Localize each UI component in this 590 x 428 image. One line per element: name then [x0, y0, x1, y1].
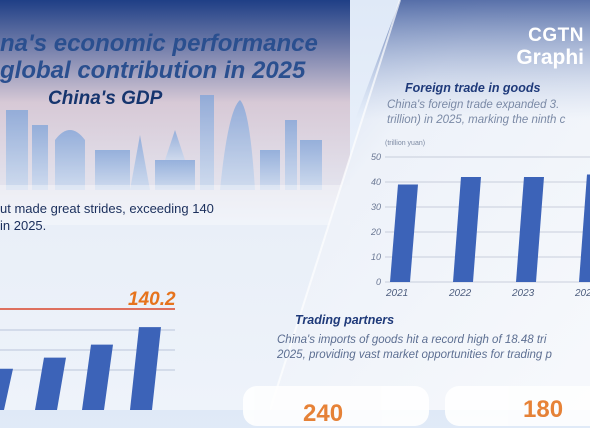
- headline-line-2: global contribution in 2025: [0, 57, 306, 84]
- trade-x-tick-label: 2021: [385, 288, 408, 299]
- stat-card-right-value: 180: [523, 396, 564, 423]
- trade-bar-chart: (trillion yuan) 0 10 20 30 40 50 2021 2022 2023…: [370, 140, 590, 299]
- headline: na's economic performance global contrib…: [0, 30, 330, 84]
- partners-description-line-1: China's imports of goods hit a record hi…: [277, 334, 547, 346]
- right-panel-background: [270, 0, 590, 410]
- trade-y-tick-label: 40: [371, 177, 381, 187]
- partners-description-line-2: 2025, providing vast market opportunitie…: [277, 349, 552, 361]
- gdp-bar: [130, 327, 161, 410]
- trade-y-tick-label: 0: [376, 277, 381, 287]
- trade-chart-bars: [390, 174, 590, 282]
- skyline-background: [0, 0, 350, 410]
- gdp-bar: [82, 344, 113, 410]
- logo-bottom-text: Graphi: [516, 46, 584, 69]
- trade-y-tick-label: 50: [371, 152, 381, 162]
- partners-description: China's imports of goods hit a record hi…: [277, 333, 590, 363]
- gdp-description-line-1: ut made great strides, exceeding 140: [0, 201, 214, 216]
- trade-y-axis-label: (trillion yuan): [385, 140, 425, 147]
- trade-bar: [453, 177, 481, 282]
- gdp-description: ut made great strides, exceeding 140 in …: [0, 200, 260, 234]
- trade-description-line-2: trillion) in 2025, marking the ninth c: [387, 114, 566, 126]
- trade-x-tick-label: 2024: [574, 288, 590, 299]
- trade-x-tick-label: 2022: [448, 288, 472, 299]
- headline-line-1: na's economic performance: [0, 30, 318, 57]
- trade-x-ticks: 2021 2022 2023 2024: [385, 288, 590, 299]
- stat-card-left: 240: [243, 386, 429, 427]
- logo-top-text: CGTN: [528, 25, 584, 46]
- gdp-section-title: China's GDP: [48, 88, 163, 109]
- trade-section-title: Foreign trade in goods: [405, 81, 541, 95]
- trade-bar: [390, 184, 418, 282]
- trade-description: China's foreign trade expanded 3. trilli…: [387, 98, 590, 128]
- stat-card-left-value: 240: [303, 400, 344, 427]
- cgtn-graphics-logo: CGTN Graphi: [516, 26, 584, 70]
- partners-section-title: Trading partners: [295, 313, 395, 327]
- trade-description-line-1: China's foreign trade expanded 3.: [387, 99, 560, 111]
- trade-y-tick-label: 10: [371, 252, 381, 262]
- trade-chart-grid: [385, 156, 590, 283]
- trade-x-tick-label: 2023: [511, 288, 535, 299]
- gdp-bar: [35, 357, 66, 410]
- gdp-description-line-2: in 2025.: [0, 218, 47, 233]
- trade-bar: [579, 174, 590, 282]
- gdp-bar: [0, 368, 13, 410]
- gdp-chart-bars: [0, 327, 161, 410]
- gdp-bar-value-label: 140.2: [128, 289, 176, 310]
- trade-y-tick-label: 20: [370, 227, 381, 237]
- trade-y-tick-label: 30: [371, 202, 381, 212]
- trade-bar: [516, 177, 544, 282]
- stat-card-right: 180: [445, 386, 590, 426]
- gdp-bar-chart: 140.2: [0, 289, 176, 410]
- trade-y-ticks: 0 10 20 30 40 50: [370, 152, 381, 287]
